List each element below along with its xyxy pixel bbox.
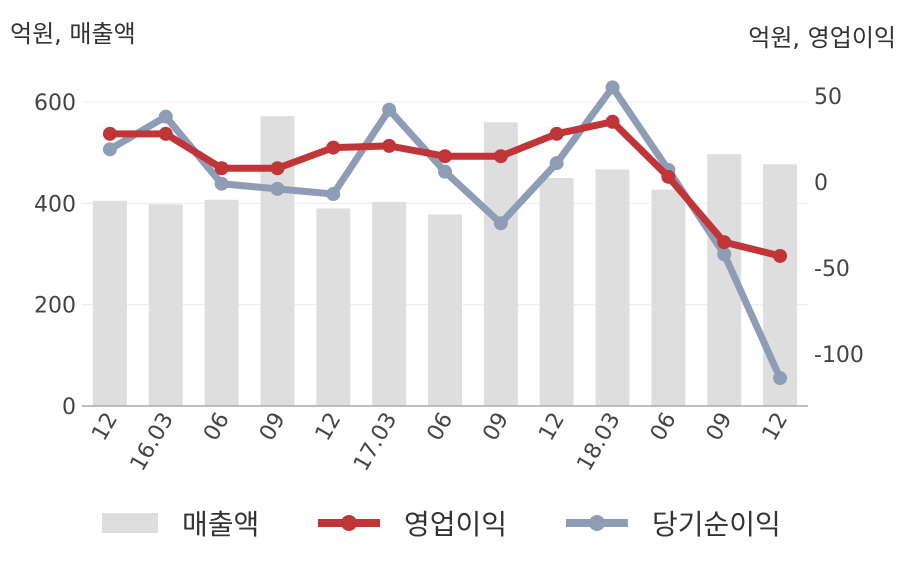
- x-tick-10: 06: [646, 409, 682, 446]
- legend-swatch-net-income: [566, 515, 628, 531]
- x-tick-7: 09: [478, 409, 514, 446]
- x-tick-9: 18.03: [573, 409, 626, 476]
- right-y-tick-2: -50: [814, 257, 850, 282]
- point-operating-profit-10: [661, 169, 676, 184]
- point-operating-profit-1: [158, 126, 173, 141]
- right-y-ticks: 50 0 -50 -100: [814, 85, 864, 368]
- right-y-tick-0: 50: [814, 85, 842, 110]
- bar-revenue-8: [539, 178, 574, 406]
- x-tick-12: 12: [758, 409, 794, 446]
- x-tick-11: 09: [702, 409, 738, 446]
- x-tick-4: 12: [311, 409, 347, 446]
- point-net-income-1: [158, 109, 173, 124]
- point-net-income-5: [382, 102, 397, 117]
- bar-revenue-1: [148, 204, 183, 406]
- point-operating-profit-0: [102, 126, 117, 141]
- left-y-ticks: 0 200 400 600: [34, 91, 76, 420]
- legend-item-revenue: 매출액: [102, 500, 259, 546]
- x-tick-5: 17.03: [349, 409, 402, 476]
- point-net-income-0: [102, 142, 117, 157]
- x-tick-2: 06: [199, 409, 235, 446]
- x-tick-6: 06: [423, 409, 459, 446]
- point-operating-profit-3: [270, 161, 285, 176]
- legend-label-net-income: 당기순이익: [652, 508, 781, 541]
- point-operating-profit-6: [438, 149, 452, 164]
- point-operating-profit-2: [214, 161, 229, 176]
- bar-revenue-12: [763, 164, 798, 406]
- bar-revenue-10: [651, 189, 686, 406]
- bar-revenue-4: [316, 208, 351, 406]
- point-net-income-3: [270, 181, 285, 196]
- point-net-income-9: [605, 80, 620, 95]
- point-operating-profit-11: [717, 235, 732, 250]
- point-operating-profit-4: [326, 140, 341, 155]
- legend-swatch-operating-profit: [318, 515, 380, 531]
- bar-revenue-7: [483, 122, 518, 407]
- x-tick-8: 12: [534, 409, 570, 446]
- legend-item-net-income: 당기순이익: [566, 500, 781, 546]
- left-y-tick-1: 200: [34, 294, 76, 319]
- point-operating-profit-5: [382, 138, 397, 153]
- x-tick-1: 16.03: [126, 409, 179, 476]
- bar-revenue-2: [204, 199, 239, 406]
- left-axis-unit-label: 억원, 매출액: [10, 20, 136, 48]
- legend-label-operating-profit: 영업이익: [404, 508, 508, 541]
- point-net-income-7: [493, 216, 508, 231]
- point-operating-profit-9: [605, 114, 620, 129]
- point-operating-profit-8: [549, 126, 564, 141]
- point-net-income-12: [773, 371, 788, 386]
- legend-swatch-revenue: [102, 513, 158, 533]
- x-tick-0: 12: [87, 409, 123, 446]
- bar-revenue-0: [92, 200, 127, 406]
- point-net-income-2: [214, 176, 229, 191]
- point-net-income-6: [438, 164, 452, 179]
- point-net-income-4: [326, 187, 341, 202]
- right-axis-unit-label: 억원, 영업이익: [748, 24, 896, 52]
- x-ticks: 12 16.03 06 09 12 17.03 06 09 12 18.03 06 09 12: [87, 409, 793, 476]
- legend-label-revenue: 매출액: [182, 508, 260, 541]
- line-series: [102, 80, 788, 386]
- right-y-tick-3: -100: [814, 343, 864, 368]
- x-tick-3: 09: [255, 409, 291, 446]
- bar-revenue-5: [372, 201, 407, 406]
- point-operating-profit-12: [773, 248, 788, 263]
- bar-series: [92, 116, 798, 407]
- left-y-tick-0: 0: [62, 395, 76, 420]
- right-y-tick-1: 0: [814, 171, 828, 196]
- point-operating-profit-7: [493, 149, 508, 164]
- bar-revenue-9: [595, 169, 630, 406]
- bar-revenue-3: [260, 116, 295, 406]
- legend: 매출액 영업이익 당기순이익: [0, 500, 908, 550]
- left-y-tick-3: 600: [34, 91, 76, 116]
- left-y-tick-2: 400: [34, 192, 76, 217]
- legend-item-operating-profit: 영업이익: [318, 500, 507, 546]
- point-net-income-8: [549, 156, 564, 171]
- bar-revenue-6: [428, 214, 462, 406]
- point-net-income-11: [717, 247, 732, 262]
